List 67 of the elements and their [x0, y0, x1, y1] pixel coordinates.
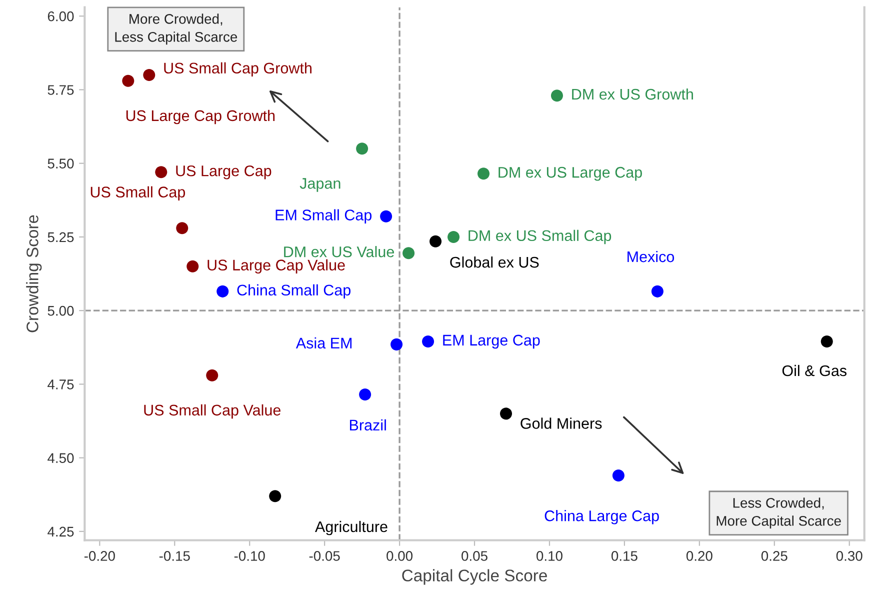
y-tick-label: 5.25 [48, 232, 74, 242]
point [380, 210, 392, 222]
x-tick-label: 0.15 [611, 551, 638, 561]
series-label: Oil & Gas [782, 364, 847, 376]
point [216, 285, 229, 298]
point [500, 408, 512, 420]
x-tick-label: 0.10 [536, 551, 562, 561]
x-tick-label: -0.10 [234, 551, 265, 561]
point [390, 338, 403, 350]
text: Agriculture [315, 520, 388, 536]
x-tick-label: -0.15 [159, 551, 190, 561]
point [612, 469, 624, 482]
text: Asia EM [296, 337, 352, 349]
x-tick-label: 0.05 [462, 551, 488, 561]
x-tick-label: 0.25 [761, 551, 788, 561]
point [430, 235, 442, 248]
x-tick-label: -0.20 [84, 551, 115, 561]
point [122, 74, 134, 87]
series-label: US Small Cap [90, 186, 186, 201]
y-axis-title: Crowding Score [26, 215, 42, 332]
y-tick-label: 5.00 [48, 306, 74, 316]
point [651, 285, 664, 298]
point [478, 168, 490, 180]
point [448, 230, 460, 243]
annotation: More Crowded, Less Capital Scarce [115, 14, 238, 45]
series-label: DM ex US Value [284, 246, 394, 258]
y-tick-label: 5.50 [48, 158, 74, 169]
y-tick-label: 4.75 [48, 380, 74, 390]
point [550, 90, 563, 102]
series-label: EM Small Cap [276, 209, 372, 224]
series-label: US Large Cap Value [208, 259, 345, 274]
series-label: US Small Cap Value [144, 404, 281, 419]
series-label: DM ex US Large Cap [498, 166, 642, 181]
series-label: EM Large Cap [443, 334, 540, 349]
series-label: DM ex US Small Cap [468, 230, 612, 244]
series-label: US Small Cap Growth [164, 62, 312, 77]
series-label: US Large Cap [176, 165, 272, 180]
point [422, 335, 434, 348]
point [820, 335, 833, 348]
point [402, 247, 415, 260]
series-label: China Small Cap [237, 284, 350, 299]
text: Japan [300, 178, 340, 192]
annotation: Less Crowded, More Capital Scarce [716, 498, 841, 529]
x-tick-label: 0.20 [686, 551, 712, 561]
series-label: DM ex US Growth [572, 88, 693, 100]
series-label: Global ex US [450, 256, 539, 268]
y-tick-label: 6.00 [48, 11, 74, 22]
y-tick-label: 5.75 [48, 85, 74, 95]
series-label: Brazil [350, 419, 386, 431]
point [186, 260, 199, 272]
x-tick-label: 0.30 [836, 551, 862, 561]
point [206, 369, 218, 382]
point [176, 222, 188, 234]
point [155, 166, 168, 178]
point [143, 68, 156, 82]
y-tick-label: 4.50 [48, 453, 74, 463]
x-tick-label: -0.05 [309, 551, 340, 561]
point [356, 142, 368, 155]
series-label: US Large Cap Growth [126, 110, 275, 124]
text: China Large Cap [544, 510, 659, 524]
point [269, 490, 282, 502]
point [359, 388, 372, 401]
x-tick-label: 0.00 [386, 551, 413, 561]
series-label: Mexico [628, 250, 674, 262]
x-axis-title: Capital Cycle Score [402, 569, 547, 585]
y-tick-label: 4.25 [48, 526, 74, 537]
series-label: Gold Miners [520, 418, 602, 429]
